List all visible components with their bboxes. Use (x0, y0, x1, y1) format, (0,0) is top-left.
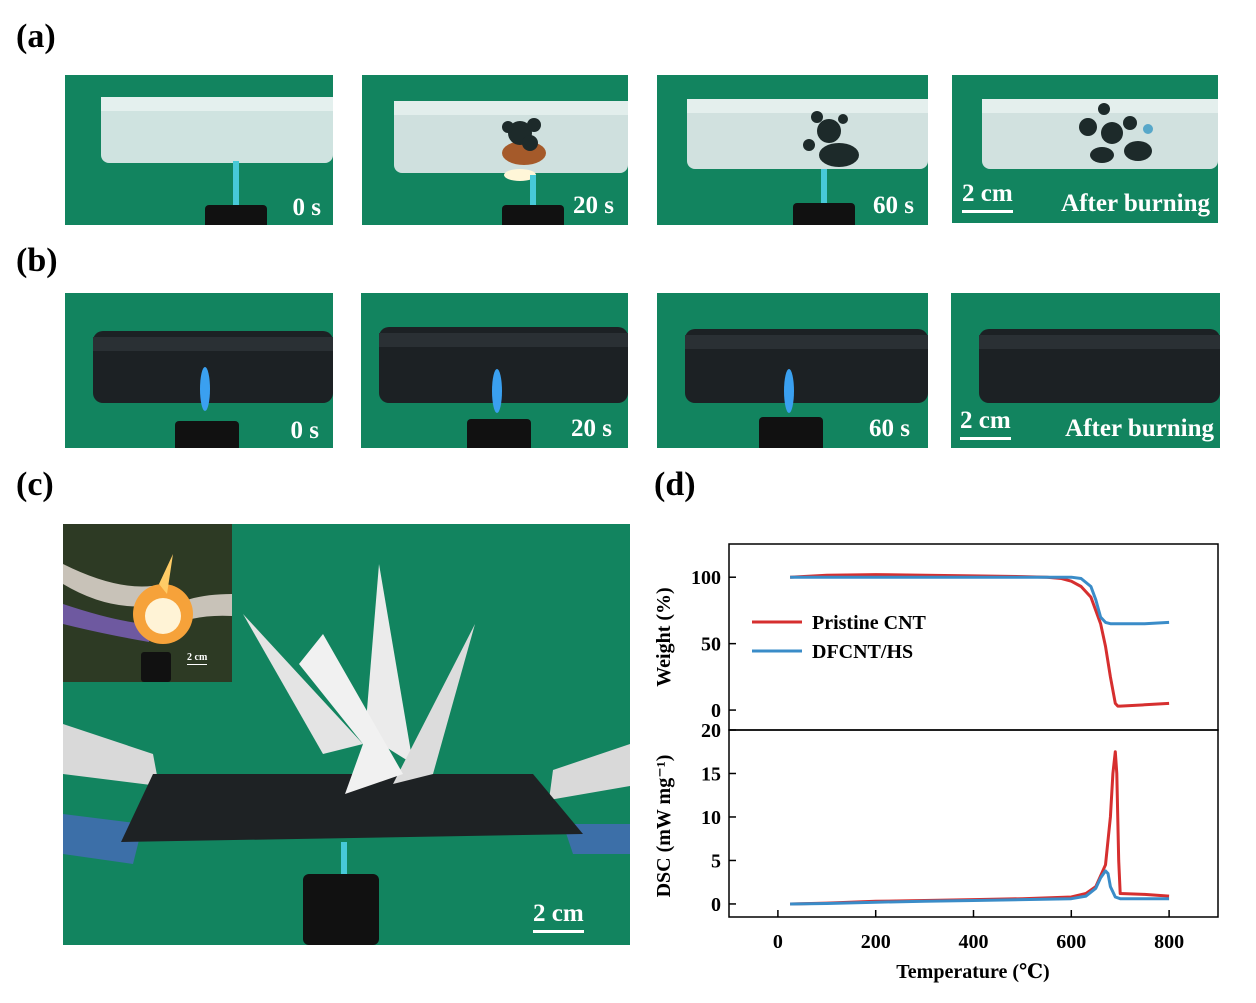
x-tick-label: 400 (959, 931, 989, 953)
x-tick-label: 800 (1154, 931, 1184, 953)
scale-bar-line (533, 930, 584, 933)
time-label: After burning (1061, 190, 1210, 217)
photo-a-0s: 0 s (65, 75, 333, 225)
bottom-y-tick-label: 15 (701, 763, 721, 785)
x-axis-ticks: 0 200 400 600 800 (773, 910, 1184, 953)
tube-sponge-burnt-image (687, 99, 928, 225)
paper-crane-image (63, 564, 630, 945)
panel-label-a: (a) (16, 18, 56, 55)
top-series-pristine-cnt (790, 573, 1170, 708)
x-axis-label: Temperature (℃) (896, 961, 1049, 983)
x-tick-label: 0 (773, 931, 783, 953)
bottom-y-tick-label: 20 (701, 720, 721, 742)
photo-c-crane: 2 cm 2 cm (63, 524, 630, 945)
legend: Pristine CNT DFCNT/HS (752, 612, 927, 663)
panel-label-b: (b) (16, 242, 58, 279)
top-y-tick-label: 0 (711, 700, 721, 722)
photo-a-20s: 20 s (362, 75, 628, 225)
time-label: 20 s (571, 415, 612, 442)
legend-label-dfcnt: DFCNT/HS (812, 641, 913, 663)
black-tube-image (685, 329, 928, 448)
photo-b-0s: 0 s (65, 293, 333, 448)
inset-scale-label: 2 cm (187, 652, 208, 663)
black-tube-image (379, 327, 628, 448)
tube-sponge-image (101, 97, 333, 225)
x-tick-label: 200 (861, 931, 891, 953)
photo-b-after: 2 cm After burning (951, 293, 1220, 448)
tube-sponge-burning-image (394, 101, 628, 225)
top-y-tick-label: 100 (691, 567, 721, 589)
bottom-y-axis-label: DSC (mW mg⁻¹) (653, 755, 675, 898)
scale-bar: 2 cm (533, 901, 584, 933)
legend-label-pristine: Pristine CNT (812, 612, 927, 634)
black-tube-image (93, 331, 333, 448)
scale-label: 2 cm (533, 900, 584, 927)
bottom-series-dfcnt-hs (790, 869, 1170, 906)
top-y-tick-label: 50 (701, 634, 721, 656)
bottom-y-tick-label: 0 (711, 894, 721, 916)
scale-bar-line (962, 210, 1013, 213)
photo-a-after: 2 cm After burning (952, 75, 1218, 223)
x-tick-label: 600 (1056, 931, 1086, 953)
photo-a-60s: 60 s (657, 75, 928, 225)
black-tube-after-image (979, 329, 1220, 403)
bottom-series-pristine-cnt (790, 750, 1170, 906)
bottom-y-tick-label: 5 (711, 850, 721, 872)
panel-label-d: (d) (654, 466, 696, 503)
top-series-dfcnt-hs (790, 575, 1170, 626)
scale-bar: 2 cm (960, 408, 1011, 440)
time-label: 20 s (573, 192, 614, 219)
scale-label: 2 cm (960, 407, 1011, 434)
time-label: 60 s (873, 192, 914, 219)
burning-flame-image (63, 524, 232, 682)
time-label: 0 s (292, 194, 321, 221)
photo-b-20s: 20 s (361, 293, 628, 448)
inset-burning-photo: 2 cm (63, 524, 232, 682)
tube-sponge-after-image (982, 99, 1218, 169)
time-label: 0 s (290, 417, 319, 444)
bottom-plot-frame (728, 729, 1219, 918)
top-plot: 0 50 100 Weight (%) Pristine CNT DFCNT/HS (653, 543, 1219, 731)
panel-label-c: (c) (16, 466, 54, 503)
scale-label: 2 cm (962, 180, 1013, 207)
photo-b-60s: 60 s (657, 293, 928, 448)
time-label: After burning (1065, 415, 1214, 442)
top-plot-frame (728, 543, 1219, 731)
inset-scale-bar: 2 cm (187, 652, 208, 665)
bottom-plot: 0 5 10 15 20 DSC (mW mg⁻¹) (653, 720, 1219, 918)
top-y-axis-label: Weight (%) (653, 587, 675, 686)
scale-bar: 2 cm (962, 181, 1013, 213)
bottom-y-tick-label: 10 (701, 807, 721, 829)
scale-bar-line (960, 437, 1011, 440)
time-label: 60 s (869, 415, 910, 442)
